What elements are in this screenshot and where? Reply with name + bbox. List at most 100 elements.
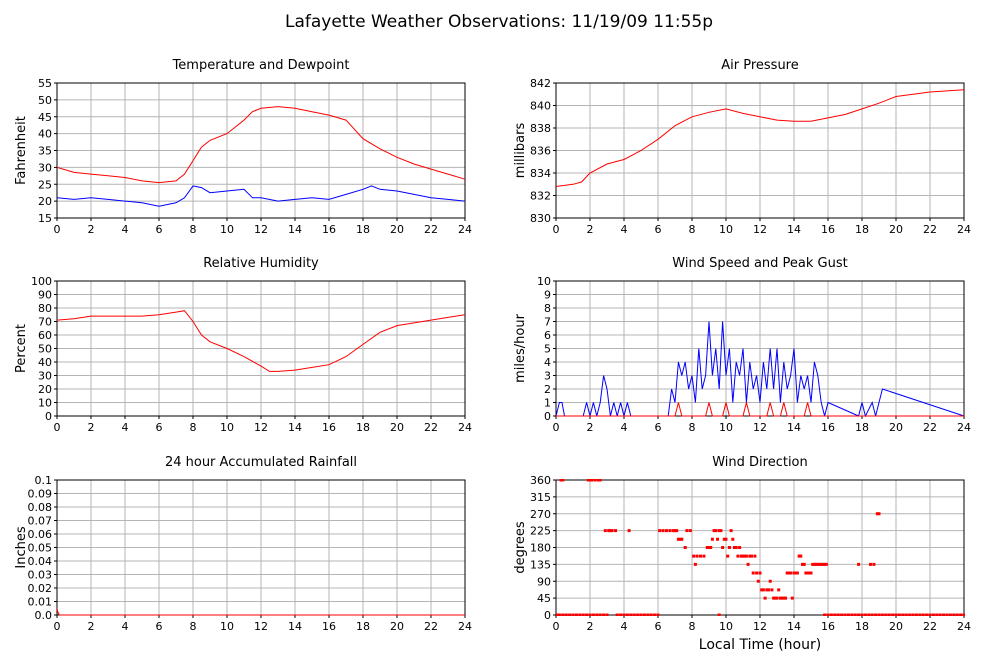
x-tick-label: 22: [923, 421, 937, 434]
x-tick-label: 10: [719, 620, 733, 633]
x-tick-label: 8: [190, 223, 197, 236]
data-point: [823, 613, 827, 616]
data-point: [801, 562, 804, 566]
x-tick-label: 10: [719, 421, 733, 434]
data-point: [593, 479, 597, 482]
data-point: [897, 613, 901, 616]
data-point: [607, 529, 611, 533]
data-point: [782, 596, 786, 600]
x-tick-label: 24: [957, 223, 971, 236]
data-point: [605, 613, 609, 616]
data-point: [733, 546, 736, 549]
data-point: [773, 596, 777, 600]
data-point: [557, 613, 561, 616]
data-point: [680, 537, 684, 541]
y-tick-label: 0.1: [35, 474, 53, 487]
x-tick-label: 2: [88, 421, 95, 434]
x-tick-label: 22: [923, 223, 937, 236]
data-point: [784, 596, 787, 600]
x-tick-label: 4: [621, 223, 628, 236]
y-tick-label: 270: [530, 508, 551, 521]
data-point: [818, 562, 821, 566]
y-tick-label: 0.05: [28, 542, 53, 555]
x-tick-label: 12: [753, 421, 767, 434]
data-point: [821, 562, 825, 566]
x-tick-label: 20: [889, 421, 903, 434]
x-tick-label: 6: [655, 223, 662, 236]
data-point: [884, 613, 888, 616]
data-point: [556, 613, 558, 616]
data-point: [860, 613, 864, 616]
data-point: [636, 613, 640, 616]
y-tick-label: 135: [530, 558, 551, 571]
data-point: [731, 537, 735, 541]
x-tick-label: 14: [787, 620, 801, 633]
data-point: [901, 613, 905, 616]
y-tick-label: 0.06: [28, 528, 53, 541]
y-axis-label: degrees: [513, 521, 528, 574]
data-point: [799, 554, 803, 558]
x-tick-label: 12: [254, 421, 268, 434]
data-point: [724, 537, 728, 541]
x-tick-label: 4: [122, 223, 129, 236]
data-point: [760, 588, 764, 592]
data-point: [695, 554, 699, 558]
data-point: [792, 571, 796, 575]
x-tick-label: 20: [889, 223, 903, 236]
x-tick-label: 6: [655, 620, 662, 633]
x-tick-label: 14: [288, 223, 302, 236]
x-tick-label: 0: [553, 223, 560, 236]
data-point: [649, 613, 653, 616]
data-point: [945, 613, 949, 616]
x-tick-label: 20: [889, 620, 903, 633]
x-tick-label: 6: [156, 620, 163, 633]
x-tick-label: 0: [54, 223, 61, 236]
data-point: [608, 529, 612, 533]
chart-title: Wind Speed and Peak Gust: [672, 256, 847, 271]
y-tick-label: 0.03: [28, 569, 53, 582]
data-point: [561, 479, 565, 482]
data-point: [746, 562, 750, 566]
x-tick-label: 8: [190, 620, 197, 633]
x-tick-label: 22: [424, 620, 438, 633]
x-tick-label: 16: [821, 421, 835, 434]
data-point: [702, 554, 706, 558]
x-tick-label: 0: [553, 620, 560, 633]
x-tick-label: 22: [424, 223, 438, 236]
data-point: [719, 529, 723, 533]
data-point: [802, 562, 806, 566]
data-point: [867, 613, 871, 616]
data-point: [578, 613, 582, 616]
x-tick-label: 4: [122, 620, 129, 633]
x-tick-label: 8: [689, 620, 696, 633]
data-point: [653, 613, 657, 616]
data-point: [955, 613, 959, 616]
x-tick-label: 2: [587, 421, 594, 434]
data-point: [777, 588, 781, 592]
data-point: [812, 562, 816, 566]
data-point: [767, 588, 770, 592]
data-point: [857, 613, 861, 616]
data-point: [877, 613, 881, 616]
data-point: [598, 613, 602, 616]
data-point: [770, 588, 774, 592]
data-point: [761, 588, 765, 592]
y-tick-label: 20: [38, 383, 52, 396]
x-tick-label: 18: [855, 421, 869, 434]
x-tick-label: 24: [458, 620, 472, 633]
data-point: [846, 613, 850, 616]
x-tick-label: 18: [356, 223, 370, 236]
data-point: [661, 529, 665, 533]
chart-title: Relative Humidity: [203, 256, 319, 271]
data-point: [794, 571, 798, 575]
data-point: [948, 613, 952, 616]
data-point: [836, 613, 840, 616]
data-point: [772, 596, 776, 600]
y-tick-label: 0.0: [35, 609, 53, 622]
data-point: [571, 613, 575, 616]
series-1: [556, 613, 965, 616]
data-point: [581, 613, 585, 616]
